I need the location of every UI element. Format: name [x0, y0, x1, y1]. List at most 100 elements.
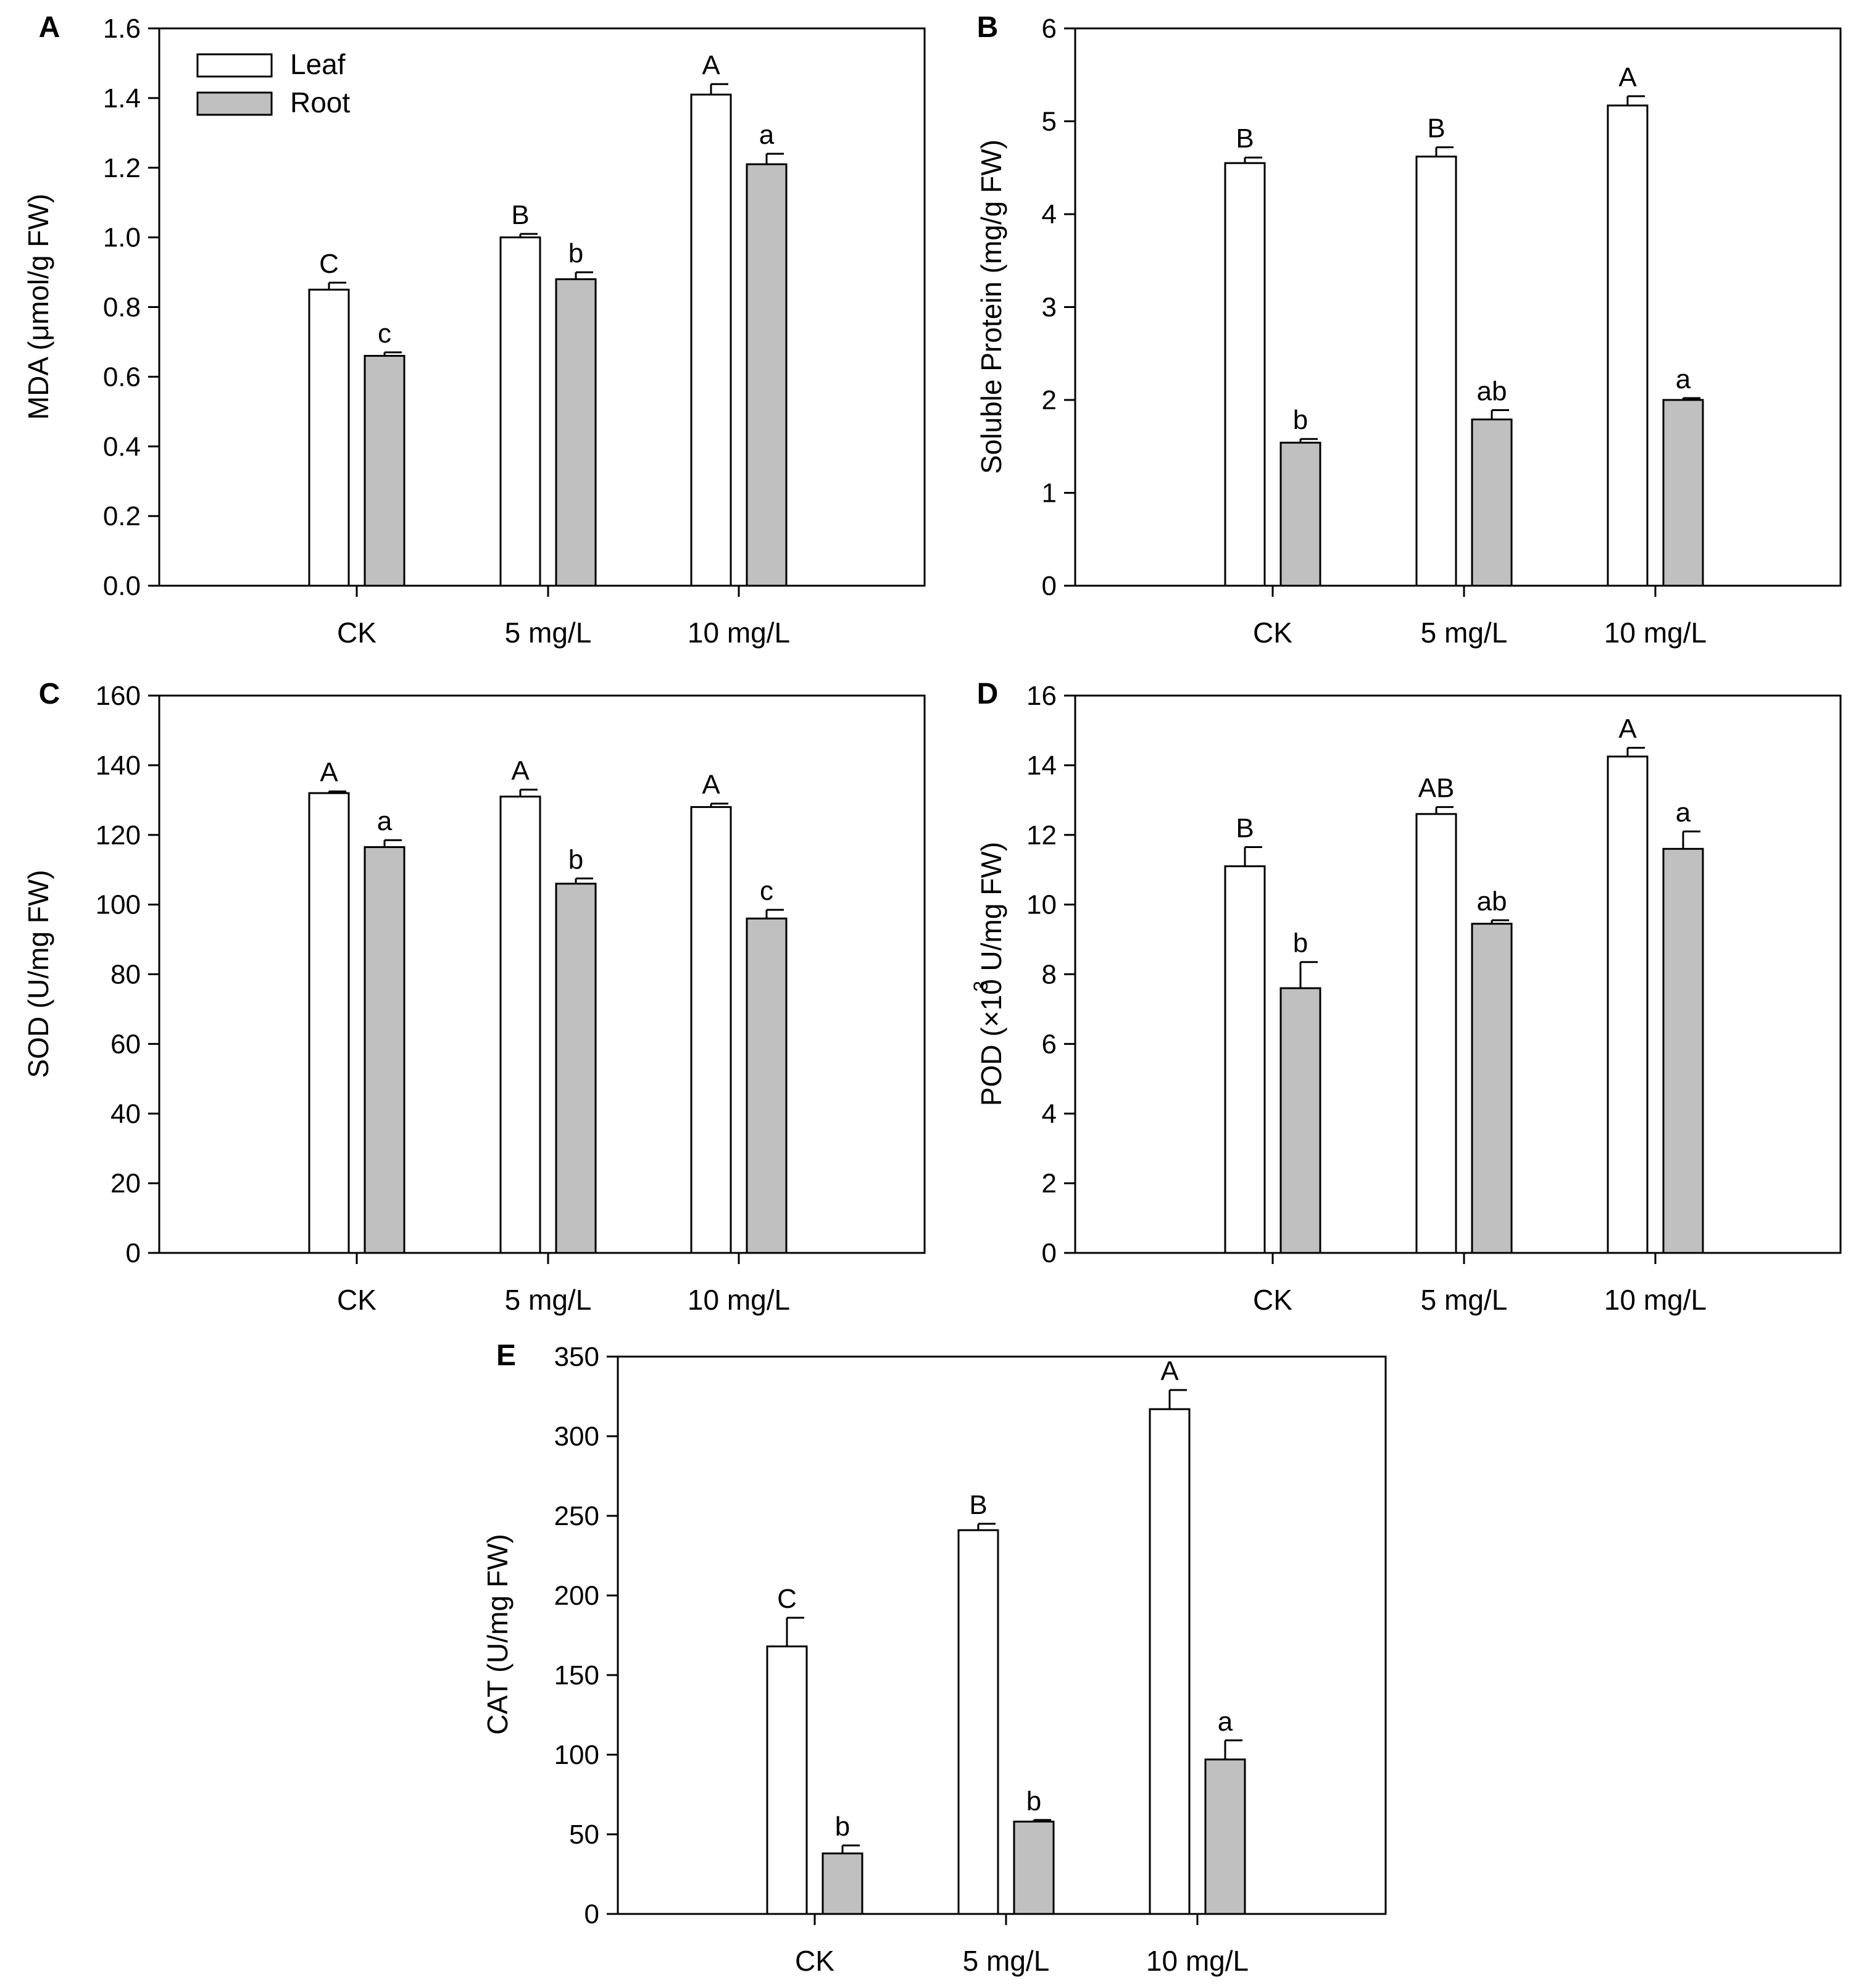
y-tick-label: 100 — [96, 890, 141, 920]
significance-label: B — [1427, 114, 1445, 144]
bar-leaf — [1607, 104, 1649, 587]
y-tick-label: 6 — [1042, 1029, 1057, 1059]
panel-letter: A — [39, 11, 60, 44]
y-tick-label: 140 — [96, 751, 141, 781]
y-tick-label: 14 — [1026, 751, 1057, 781]
y-tick-label: 2 — [1042, 1168, 1057, 1199]
y-tick-label: 4 — [1042, 1099, 1057, 1129]
x-category-label: 10 mg/L — [1604, 1284, 1707, 1316]
bar-root — [555, 883, 597, 1254]
y-tick-label: 300 — [554, 1421, 599, 1452]
significance-label: b — [568, 238, 583, 268]
bar-root — [1471, 923, 1513, 1254]
bar-root — [1279, 441, 1321, 587]
panel-letter: D — [977, 678, 999, 710]
y-tick-label: 1 — [1042, 478, 1057, 509]
panel-letter: B — [977, 11, 999, 44]
bar-leaf — [690, 93, 732, 587]
y-tick-label: 150 — [554, 1660, 599, 1691]
y-tick-label: 20 — [110, 1168, 141, 1199]
y-tick-label: 120 — [96, 820, 141, 851]
x-category-label: 5 mg/L — [1421, 1284, 1508, 1316]
significance-label: b — [1293, 928, 1308, 959]
significance-label: a — [377, 806, 393, 836]
bar-root — [1013, 1820, 1055, 1915]
bar-leaf — [1607, 755, 1649, 1254]
significance-label: B — [1236, 813, 1254, 844]
y-tick-label: 160 — [96, 681, 141, 711]
y-tick-label: 0.6 — [103, 362, 141, 392]
bar-root — [1279, 987, 1321, 1254]
significance-label: a — [759, 120, 775, 150]
legend-swatch-leaf — [196, 53, 273, 78]
y-tick-label: 1.2 — [103, 153, 141, 183]
panel-c: C 0 20 40 60 80 100 120 140 160 SOD (U/mg FW) CK 5 m… — [22, 678, 926, 1316]
y-axis-title: SOD (U/mg FW) — [22, 870, 54, 1078]
significance-label: B — [969, 1490, 987, 1520]
bar-leaf — [1415, 156, 1457, 587]
bar-leaf — [766, 1645, 808, 1915]
bar-root — [822, 1852, 863, 1915]
legend: Leaf Root — [196, 48, 350, 119]
plot-frame — [617, 1355, 1387, 1915]
x-category-label: 5 mg/L — [963, 1945, 1050, 1977]
y-tick-label: 12 — [1026, 820, 1057, 851]
y-tick-label: 60 — [110, 1029, 141, 1059]
bar-root — [1662, 399, 1704, 587]
bar-leaf — [308, 288, 350, 587]
significance-label: a — [1218, 1707, 1233, 1737]
y-tick-label: 80 — [110, 960, 141, 990]
bar-root — [746, 917, 788, 1254]
y-tick-label: 10 — [1026, 890, 1057, 920]
y-axis-title: MDA (μmol/g FW) — [22, 194, 54, 420]
bar-leaf — [1224, 162, 1266, 587]
y-tick-label: 3 — [1042, 293, 1057, 323]
y-tick-label: 100 — [554, 1740, 599, 1770]
bar-leaf — [1149, 1408, 1191, 1915]
bar-root — [364, 846, 406, 1254]
panel-letter: E — [496, 1339, 516, 1372]
legend-label-root: Root — [290, 86, 350, 119]
y-tick-label: 1.6 — [103, 14, 141, 44]
x-category-label: 10 mg/L — [1146, 1945, 1249, 1977]
bar-leaf — [499, 796, 541, 1254]
bar-leaf — [1415, 813, 1457, 1254]
panel-letter: C — [39, 678, 60, 710]
y-tick-label: 1.4 — [103, 83, 141, 114]
y-tick-label: 0.4 — [103, 431, 141, 462]
y-tick-label: 6 — [1042, 14, 1057, 44]
panel-a: A 0.0 0.2 0.4 0.6 0.8 1.0 1.2 1.4 1.6 MDA (μmol/g … — [22, 11, 926, 649]
y-tick-label: 2 — [1042, 385, 1057, 415]
y-tick-label: 16 — [1026, 681, 1057, 711]
significance-label: c — [378, 318, 391, 349]
y-tick-label: 5 — [1042, 107, 1057, 137]
y-tick-label: 350 — [554, 1342, 599, 1372]
y-tick-label: 0.0 — [103, 571, 141, 601]
x-category-label: 5 mg/L — [505, 617, 592, 649]
legend-swatch-root — [196, 91, 273, 116]
significance-label: ab — [1477, 886, 1507, 917]
bar-root — [746, 163, 788, 587]
significance-label: AB — [1418, 773, 1455, 804]
y-axis-title: CAT (U/mg FW) — [481, 1534, 514, 1734]
x-category-label: 10 mg/L — [688, 617, 790, 649]
bar-leaf — [957, 1529, 999, 1915]
x-category-label: 10 mg/L — [688, 1284, 790, 1316]
y-tick-label: 8 — [1042, 960, 1057, 990]
bar-leaf — [690, 806, 732, 1254]
significance-label: C — [319, 249, 339, 279]
significance-label: a — [1676, 797, 1691, 828]
panel-d: D 0 2 4 6 8 10 12 14 16 POD (×10 U/mg FW)3 CK 5 mg/L… — [970, 678, 1842, 1316]
legend-label-leaf: Leaf — [290, 48, 346, 80]
significance-label: A — [1618, 62, 1637, 93]
x-category-label: 5 mg/L — [505, 1284, 592, 1316]
significance-label: A — [1160, 1356, 1179, 1386]
significance-label: A — [320, 757, 338, 788]
y-tick-label: 250 — [554, 1501, 599, 1531]
significance-label: ab — [1477, 376, 1507, 407]
x-category-label: CK — [795, 1945, 834, 1977]
significance-label: C — [777, 1584, 797, 1614]
x-category-label: CK — [337, 1284, 376, 1316]
